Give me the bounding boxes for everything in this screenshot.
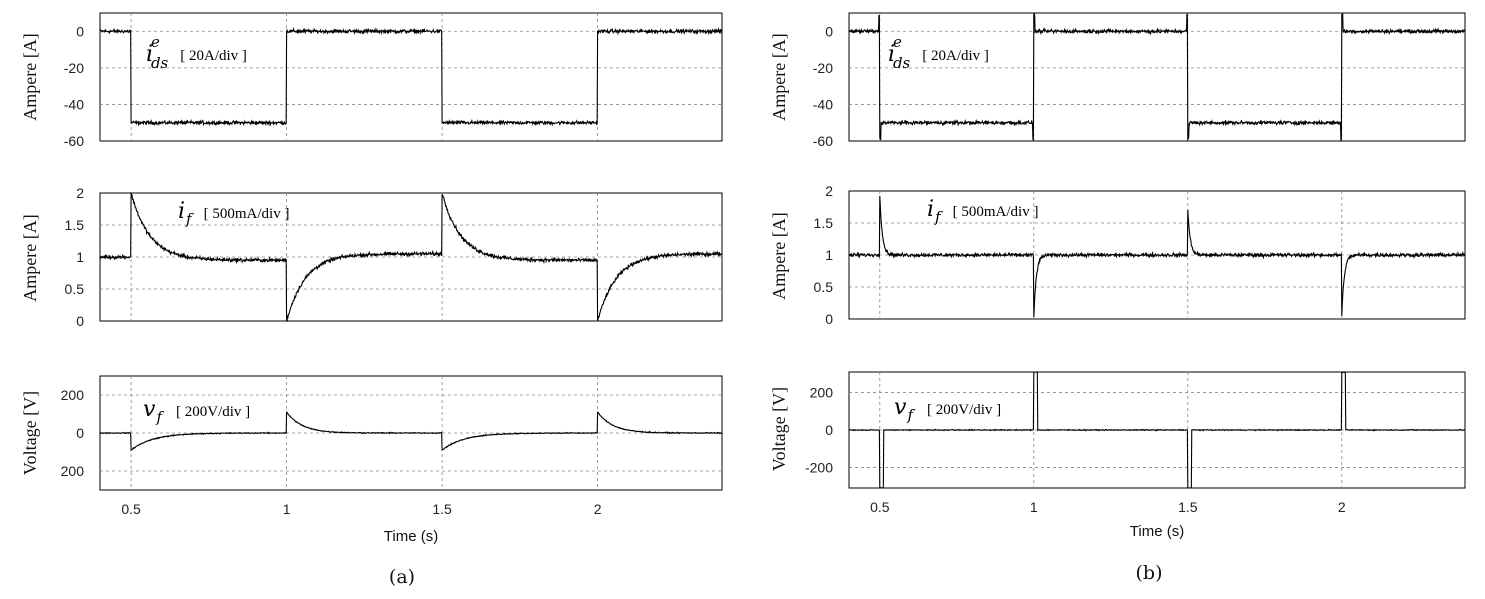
x-tick-label: 0.5 [870,499,890,515]
plot-area: 0 -20 -40 -60 [64,12,723,149]
annotation-subscript: f [934,208,943,226]
panel-caption: (a) [389,566,415,588]
y-tick-label: 1.5 [65,217,85,233]
y-tick-label: -200 [805,459,833,475]
plot-area: 0 0.5 1 1.5 2 [814,183,1466,327]
annotation-symbol: v [894,395,907,420]
panel-a-bottom: 200 0 200 0.5 1 1.5 2 Voltage [V] vf [ 200V/div… [20,375,723,588]
y-tick-label: -40 [64,96,84,112]
annotation-symbol: i [146,42,153,67]
y-tick-label: 200 [810,385,834,401]
series-line [99,191,723,323]
y-tick-label: -20 [813,60,833,76]
x-tick-label: 2 [1338,499,1346,515]
panel-a-middle: 0 0.5 1 1.5 2 Ampere [A] if [ 500mA/div ] [20,185,723,329]
y-tick-label: 2 [76,185,84,201]
x-tick-label: 1 [1030,499,1038,515]
y-axis-label: Voltage [V] [20,391,40,475]
y-tick-label: 0 [825,23,833,39]
annotation-scale: [ 200V/div ] [927,402,1001,418]
plot-frame [848,12,1466,142]
panel-b-top: 0 -20 -40 -60 Ampere [A] ie ds [ 20A/div ] [769,12,1466,149]
y-tick-label: 1 [76,249,84,265]
trace-annotation: vf [ 200V/div ] [143,397,250,426]
y-axis-label: Ampere [A] [769,33,789,120]
trace-annotation: ie ds [ 20A/div ] [146,33,247,72]
annotation-subscript: f [185,210,194,228]
y-tick-label: -60 [64,133,84,149]
plot-area: 200 0 200 0.5 1 1.5 2 [61,375,723,517]
annotation-symbol: i [888,42,895,67]
annotation-symbol: i [927,197,934,222]
annotation-subscript: f [906,406,915,424]
series-line [848,371,1466,489]
y-tick-label: -60 [813,133,833,149]
annotation-symbol: v [143,397,156,422]
annotation-scale: [ 20A/div ] [180,48,247,64]
trace-annotation: ie ds [ 20A/div ] [888,33,989,72]
y-tick-label: 0 [825,422,833,438]
y-tick-label: 0 [76,425,84,441]
y-tick-label: 1 [825,247,833,263]
annotation-scale: [ 500mA/div ] [204,206,290,222]
y-axis-label: Ampere [A] [769,212,789,299]
y-tick-label: 2 [825,183,833,199]
trace-annotation: if [ 500mA/div ] [927,197,1038,226]
y-tick-label: 200 [61,387,85,403]
annotation-symbol: i [178,199,185,224]
y-axis-label: Ampere [A] [20,33,40,120]
annotation-superscript: e [151,33,160,51]
x-tick-label: 1.5 [432,501,452,517]
annotation-scale: [ 200V/div ] [176,404,250,420]
series-line [848,195,1466,318]
x-tick-label: 1.5 [1178,499,1198,515]
series-line [99,411,723,452]
series-line [848,12,1466,143]
y-tick-label: 200 [61,463,85,479]
panel-caption: (b) [1136,562,1163,584]
x-axis-label: Time (s) [1130,523,1184,540]
y-tick-label: -20 [64,60,84,76]
panel-b-bottom: 200 0 -200 0.5 1 1.5 2 Voltage [V] vf [ 200V/di… [769,371,1466,584]
x-tick-label: 0.5 [121,501,141,517]
trace-annotation: vf [ 200V/div ] [894,395,1001,424]
annotation-scale: [ 500mA/div ] [953,204,1039,220]
y-tick-label: 1.5 [814,215,834,231]
plot-area: 0 -20 -40 -60 [813,12,1466,149]
annotation-subscript: ds [893,54,911,72]
annotation-subscript: ds [151,54,169,72]
y-axis-label: Voltage [V] [769,387,789,471]
plot-area: 200 0 -200 0.5 1 1.5 2 [805,371,1466,515]
y-tick-label: 0.5 [814,279,834,295]
annotation-superscript: e [893,33,902,51]
annotation-subscript: f [155,408,164,426]
annotation-scale: [ 20A/div ] [922,48,989,64]
x-tick-label: 1 [283,501,291,517]
plot-frame [99,12,723,142]
y-axis-label: Ampere [A] [20,214,40,301]
y-tick-label: 0 [76,23,84,39]
panel-b-middle: 0 0.5 1 1.5 2 Ampere [A] if [ 500mA/div ] [769,183,1466,327]
plot-area: 0 0.5 1 1.5 2 [65,185,723,329]
y-tick-label: 0 [825,311,833,327]
y-tick-label: -40 [813,96,833,112]
y-tick-label: 0 [76,313,84,329]
series-line [99,27,723,127]
panel-a-top: 0 -20 -40 -60 Ampere [A] ie ds [ 20A/div ] [20,12,723,149]
x-axis-label: Time (s) [384,528,438,545]
x-tick-label: 2 [594,501,602,517]
trace-annotation: if [ 500mA/div ] [178,199,289,228]
y-tick-label: 0.5 [65,281,85,297]
